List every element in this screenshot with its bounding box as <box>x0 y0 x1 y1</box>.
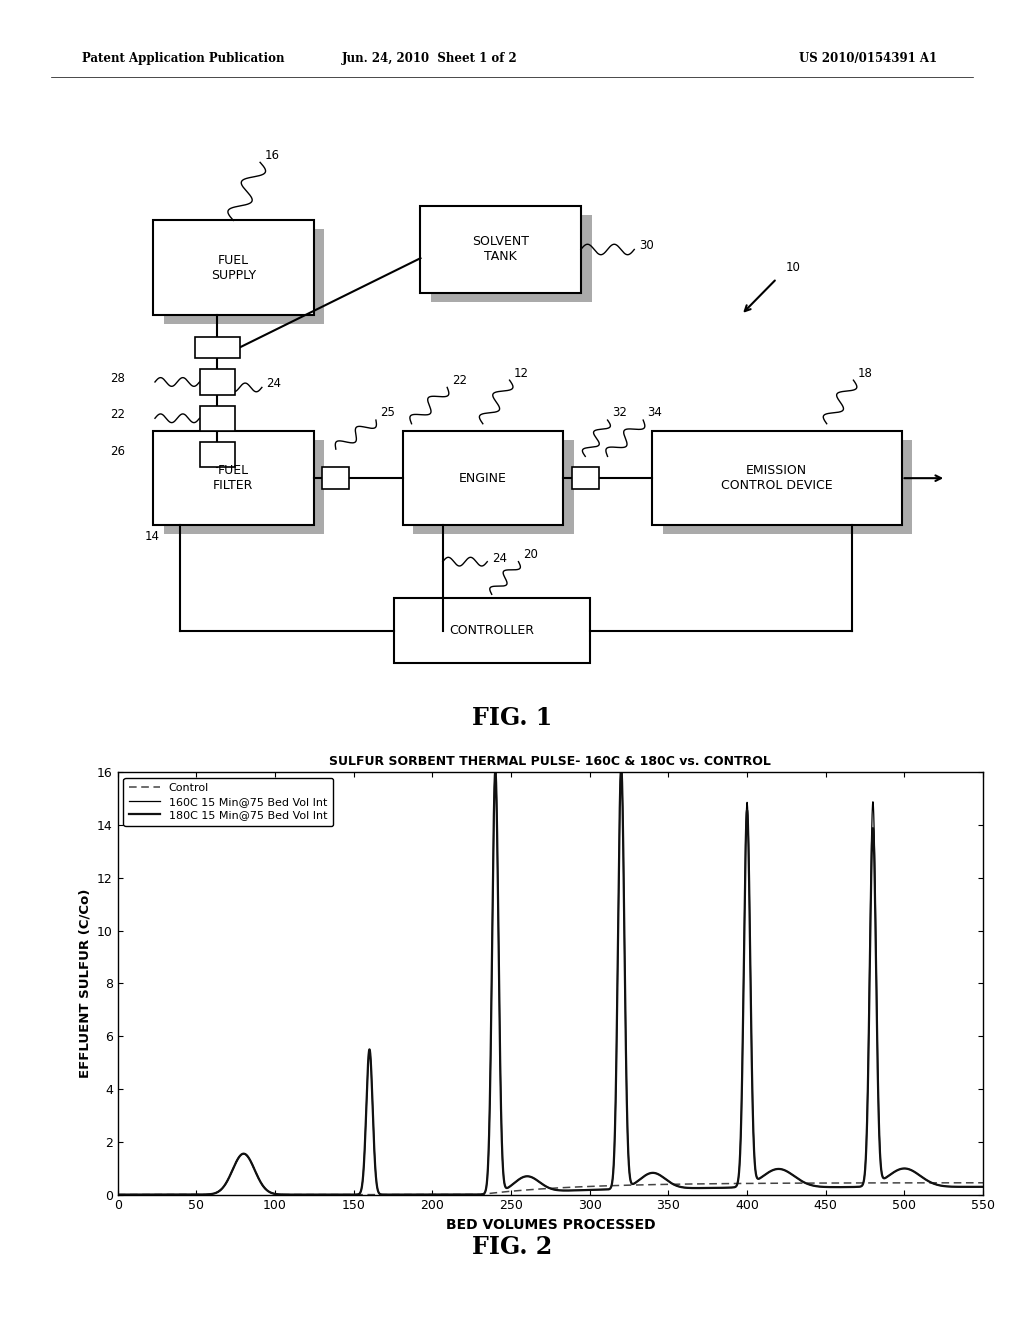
Text: CONTROLLER: CONTROLLER <box>450 624 535 638</box>
Control <box>282 1187 294 1203</box>
180C 15 Min@75 Bed Vol Int <box>147 1187 160 1203</box>
Bar <box>154 432 313 525</box>
Text: 24: 24 <box>266 378 282 391</box>
180C 15 Min@75 Bed Vol Int <box>164 1187 176 1203</box>
Bar <box>663 440 912 535</box>
Control <box>473 1187 485 1203</box>
Bar <box>652 432 901 525</box>
Text: 22: 22 <box>452 374 467 387</box>
Bar <box>200 405 236 430</box>
Text: 24: 24 <box>492 552 507 565</box>
180C 15 Min@75 Bed Vol Int <box>116 1187 128 1203</box>
Text: 32: 32 <box>612 407 627 420</box>
Line: 160C 15 Min@75 Bed Vol Int: 160C 15 Min@75 Bed Vol Int <box>118 772 983 1195</box>
Text: SOLVENT
TANK: SOLVENT TANK <box>472 235 529 264</box>
Text: 22: 22 <box>111 408 125 421</box>
Legend: Control, 160C 15 Min@75 Bed Vol Int, 180C 15 Min@75 Bed Vol Int: Control, 160C 15 Min@75 Bed Vol Int, 180… <box>123 777 333 826</box>
Bar <box>431 215 592 302</box>
Bar <box>571 467 599 490</box>
Text: 26: 26 <box>111 445 125 458</box>
Y-axis label: EFFLUENT SULFUR (C/Co): EFFLUENT SULFUR (C/Co) <box>79 888 91 1078</box>
Text: 34: 34 <box>647 407 663 420</box>
Control <box>931 1175 943 1191</box>
180C 15 Min@75 Bed Vol Int <box>535 1175 547 1191</box>
Text: EMISSION
CONTROL DEVICE: EMISSION CONTROL DEVICE <box>721 465 833 492</box>
Control <box>147 1187 160 1203</box>
180C 15 Min@75 Bed Vol Int <box>977 1179 989 1195</box>
160C 15 Min@75 Bed Vol Int <box>931 1177 943 1193</box>
Bar <box>154 220 313 315</box>
Text: Jun. 24, 2010  Sheet 1 of 2: Jun. 24, 2010 Sheet 1 of 2 <box>342 51 518 65</box>
Text: FUEL
SUPPLY: FUEL SUPPLY <box>211 253 256 281</box>
Text: 12: 12 <box>514 367 529 380</box>
Text: 18: 18 <box>858 367 872 380</box>
Text: FIG. 1: FIG. 1 <box>472 706 552 730</box>
Line: 180C 15 Min@75 Bed Vol Int: 180C 15 Min@75 Bed Vol Int <box>118 772 983 1195</box>
Text: 30: 30 <box>639 239 653 252</box>
Text: 10: 10 <box>785 261 801 275</box>
Text: 14: 14 <box>144 529 160 543</box>
Text: 25: 25 <box>380 407 395 420</box>
160C 15 Min@75 Bed Vol Int <box>282 1187 294 1203</box>
160C 15 Min@75 Bed Vol Int <box>489 764 502 780</box>
Text: FUEL
FILTER: FUEL FILTER <box>213 465 254 492</box>
Bar <box>421 206 581 293</box>
Text: 20: 20 <box>523 548 538 561</box>
Text: US 2010/0154391 A1: US 2010/0154391 A1 <box>799 51 937 65</box>
160C 15 Min@75 Bed Vol Int <box>164 1187 176 1203</box>
160C 15 Min@75 Bed Vol Int <box>147 1187 160 1203</box>
Bar <box>402 432 563 525</box>
Line: Control: Control <box>118 1154 983 1195</box>
Bar <box>200 442 236 467</box>
180C 15 Min@75 Bed Vol Int <box>931 1177 943 1193</box>
Control <box>977 1175 989 1191</box>
180C 15 Min@75 Bed Vol Int <box>282 1187 294 1203</box>
Bar <box>414 440 573 535</box>
Bar <box>393 598 590 664</box>
X-axis label: BED VOLUMES PROCESSED: BED VOLUMES PROCESSED <box>445 1218 655 1232</box>
Control <box>116 1187 128 1203</box>
160C 15 Min@75 Bed Vol Int <box>535 1175 547 1191</box>
Text: ENGINE: ENGINE <box>459 471 507 484</box>
160C 15 Min@75 Bed Vol Int <box>116 1187 128 1203</box>
Text: FIG. 2: FIG. 2 <box>472 1236 552 1259</box>
Control <box>112 1187 124 1203</box>
160C 15 Min@75 Bed Vol Int <box>112 1187 124 1203</box>
Bar <box>195 337 240 359</box>
Title: SULFUR SORBENT THERMAL PULSE- 160C & 180C vs. CONTROL: SULFUR SORBENT THERMAL PULSE- 160C & 180… <box>330 755 771 768</box>
Bar <box>164 440 325 535</box>
Bar <box>164 230 325 323</box>
Bar <box>200 370 236 395</box>
180C 15 Min@75 Bed Vol Int <box>112 1187 124 1203</box>
180C 15 Min@75 Bed Vol Int <box>489 764 502 780</box>
Control <box>238 1146 250 1162</box>
Bar <box>323 467 349 490</box>
160C 15 Min@75 Bed Vol Int <box>977 1179 989 1195</box>
Text: 28: 28 <box>111 372 125 385</box>
Text: 16: 16 <box>264 149 280 162</box>
Control <box>164 1187 176 1203</box>
Text: Patent Application Publication: Patent Application Publication <box>82 51 285 65</box>
Control <box>535 1181 547 1197</box>
